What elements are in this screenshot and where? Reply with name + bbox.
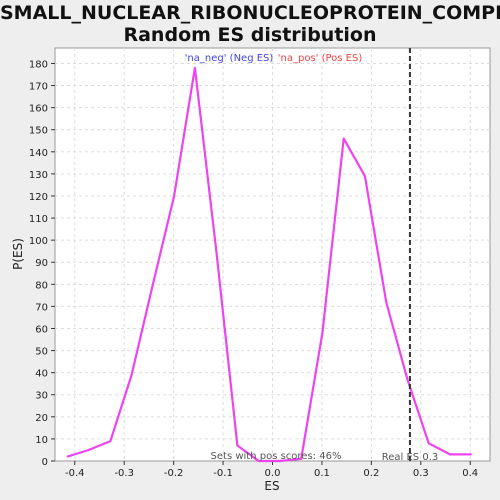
y-tick-label: 20: [35, 413, 48, 424]
y-tick-label: 30: [35, 391, 48, 402]
data-point: [300, 457, 302, 460]
data-point: [364, 175, 366, 177]
chart-title: SMALL_NUCLEAR_RIBONUCLEOPROTEIN_COMPLEX:…: [0, 2, 500, 46]
legend-neg-es: 'na_neg' (Neg ES): [185, 53, 274, 64]
y-tick-label: 80: [35, 280, 48, 291]
data-point: [87, 449, 90, 451]
data-point: [279, 460, 281, 462]
chart-title-line1: SMALL_NUCLEAR_RIBONUCLEOPROTEIN_COMPLEX:: [0, 2, 500, 24]
data-point: [406, 378, 409, 381]
real-es-label: Real ES 0.3: [382, 452, 438, 463]
data-point: [215, 248, 217, 250]
data-point: [109, 440, 112, 442]
grid-lines: [55, 48, 490, 461]
legend-pos-es: 'na_pos' (Pos ES): [278, 53, 363, 64]
x-tick-label: -0.3: [114, 468, 134, 479]
data-point: [385, 301, 387, 303]
y-tick-label: 70: [35, 302, 48, 313]
data-point: [449, 453, 451, 456]
y-tick-label: 60: [35, 324, 48, 335]
y-tick-label: 110: [29, 214, 48, 225]
x-tick-label: 0.1: [314, 468, 330, 479]
y-tick-label: 90: [35, 258, 48, 269]
x-tick-label: -0.4: [65, 468, 85, 479]
y-tick-label: 120: [29, 192, 48, 203]
series-layer: [66, 66, 473, 463]
x-tick-label: 0.0: [265, 468, 281, 479]
chart-title-line2: Random ES distribution: [123, 24, 377, 46]
y-tick-label: 180: [29, 59, 48, 70]
y-tick-label: 0: [42, 457, 48, 468]
data-point: [236, 444, 239, 447]
y-tick-label: 100: [29, 236, 48, 247]
x-tick-label: 0.2: [363, 468, 379, 479]
data-point: [257, 460, 260, 462]
x-tick-label: -0.1: [213, 468, 233, 479]
y-tick-label: 160: [29, 104, 48, 115]
y-tick-label: 140: [29, 148, 48, 159]
data-point: [194, 67, 196, 69]
y-axis-label: P(ES): [11, 238, 25, 270]
distribution-line: [67, 66, 472, 463]
y-tick-label: 170: [29, 82, 48, 93]
y-tick-label: 40: [35, 369, 48, 380]
data-point: [66, 455, 69, 458]
y-tick-label: 50: [35, 347, 48, 358]
data-point: [152, 283, 154, 286]
data-point: [427, 442, 430, 445]
x-tick-label: 0.3: [413, 468, 429, 479]
sets-pos-scores-label: Sets with pos scores: 46%: [211, 451, 342, 462]
x-tick-label: 0.4: [462, 468, 478, 479]
y-tick-label: 10: [35, 435, 48, 446]
y-tick-label: 150: [29, 126, 48, 137]
data-point: [173, 195, 175, 197]
data-point: [321, 332, 324, 334]
x-tick-label: -0.2: [164, 468, 184, 479]
annotation-layer: 'na_neg' (Neg ES) 'na_pos' (Pos ES) Sets w…: [185, 48, 438, 463]
x-axis-label: ES: [264, 479, 279, 493]
y-tick-label: 130: [29, 170, 48, 181]
data-point: [342, 137, 345, 140]
data-point: [470, 453, 473, 456]
axes: 0 10 20 30 40 50 60 70 80 90 100 110 120 130 140 150 160…: [29, 59, 478, 479]
data-point: [130, 374, 133, 376]
